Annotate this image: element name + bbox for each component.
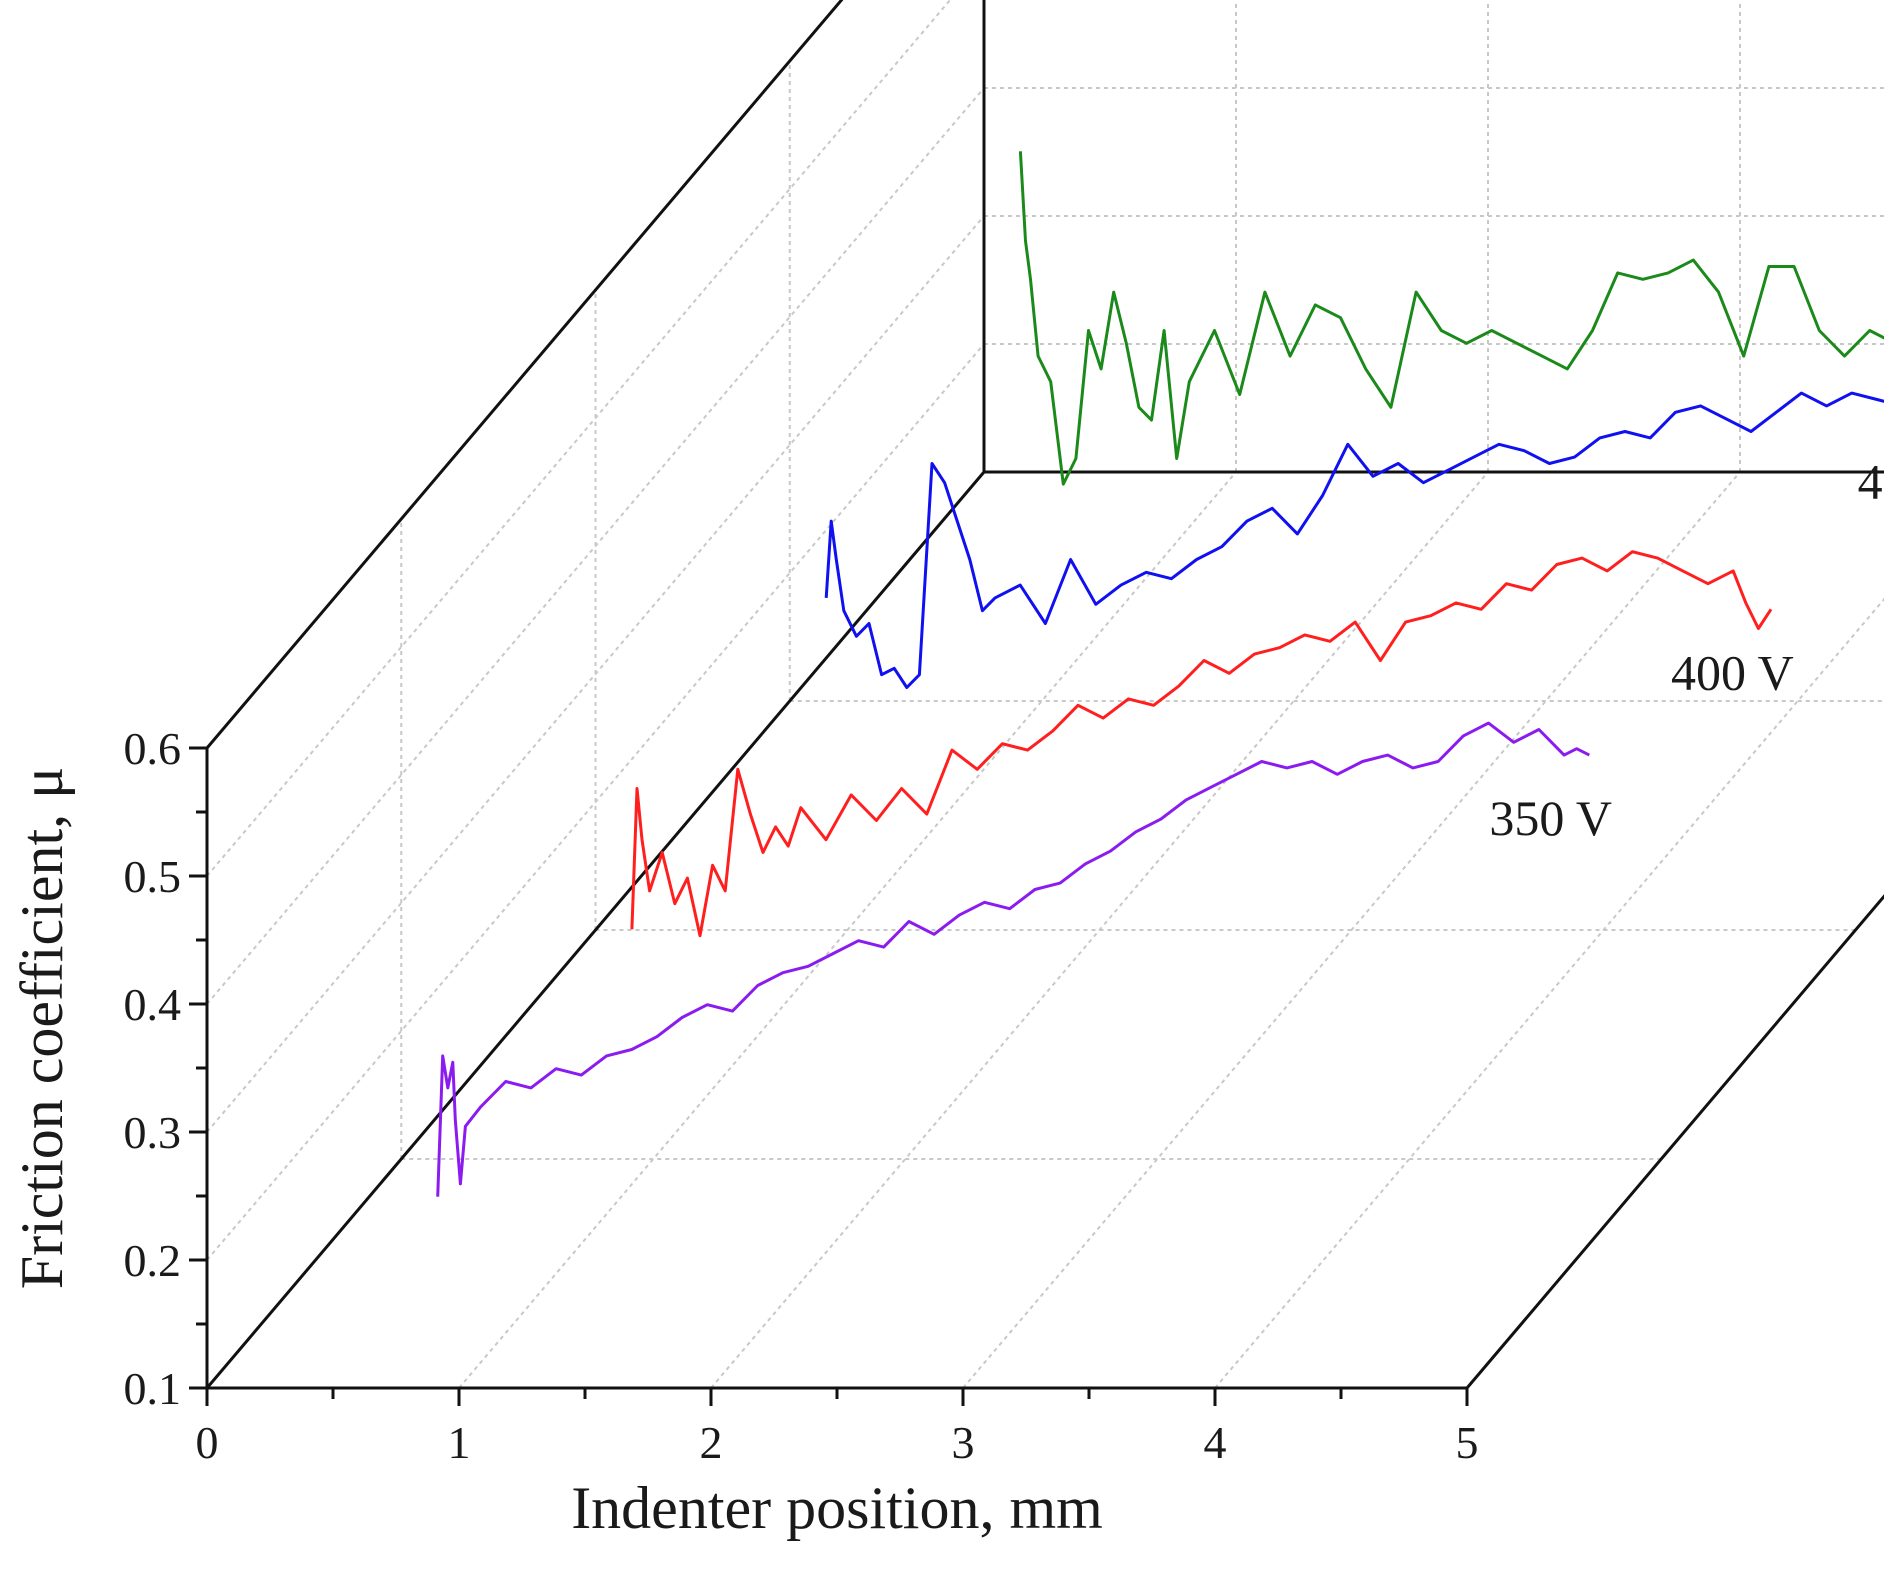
y-tick-label: 0.4 [124,979,182,1030]
x-tick-label: 3 [952,1417,975,1468]
series-line [630,550,1773,938]
series-layer [436,151,1884,1197]
y-tick-label: 0.1 [124,1363,182,1414]
series-line [1018,151,1884,486]
x-tick-label: 1 [448,1417,471,1468]
x-tick-label: 5 [1456,1417,1479,1468]
series-line [436,721,1590,1197]
grid-layer [206,0,1884,1389]
depth-edge [205,0,844,749]
y-tick-label: 0.3 [124,1107,182,1158]
series-label: 350 V [1489,790,1612,846]
series-label: 400 V [1671,644,1794,700]
y-axis-title: Friction coefficient, μ [9,767,75,1290]
x-tick-label: 0 [196,1417,219,1468]
y-tick-label: 0.6 [124,723,182,774]
y-tick-label: 0.2 [124,1235,182,1286]
label-layer: 0 1 2 3 4 5 0.1 0.2 0.3 0.4 0.5 0.6 Indenter positio… [9,454,1884,1541]
series-label: 450 V [1858,454,1884,510]
depth-edge [205,471,986,1389]
depth-edge [1465,894,1884,1389]
series-line [824,391,1884,689]
x-axis-title: Indenter position, mm [571,1475,1103,1541]
frame-layer [189,0,1884,1406]
y-tick-label: 0.5 [124,851,182,902]
x-tick-label: 2 [700,1417,723,1468]
x-tick-label: 4 [1204,1417,1227,1468]
